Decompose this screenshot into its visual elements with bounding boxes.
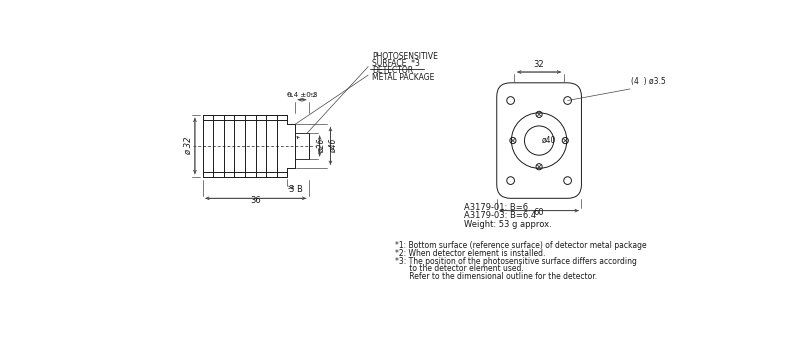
Text: 36: 36 bbox=[250, 196, 261, 205]
Text: *3: The position of the photosensitive surface differs according: *3: The position of the photosensitive s… bbox=[394, 257, 636, 266]
FancyBboxPatch shape bbox=[496, 83, 581, 198]
Text: 3: 3 bbox=[288, 185, 293, 194]
Text: Refer to the dimensional outline for the detector.: Refer to the dimensional outline for the… bbox=[394, 272, 597, 281]
Text: A3179-03: B=6.4: A3179-03: B=6.4 bbox=[464, 211, 536, 220]
Text: ø46: ø46 bbox=[328, 139, 337, 153]
Text: 60: 60 bbox=[533, 208, 544, 217]
Text: PHOTOSENSITIVE: PHOTOSENSITIVE bbox=[372, 52, 438, 61]
Text: to the detector element used.: to the detector element used. bbox=[394, 265, 524, 273]
Text: 0.4 ±0.3: 0.4 ±0.3 bbox=[287, 92, 317, 98]
Text: ø 32: ø 32 bbox=[184, 137, 193, 155]
Text: A3179-01: B=6: A3179-01: B=6 bbox=[464, 203, 528, 212]
Text: B: B bbox=[296, 185, 302, 194]
Text: ø26: ø26 bbox=[316, 139, 325, 153]
Text: (4  ) ø3.5: (4 ) ø3.5 bbox=[630, 77, 666, 86]
Text: *2: When detector element is installed.: *2: When detector element is installed. bbox=[394, 249, 544, 258]
Text: ø40: ø40 bbox=[540, 136, 555, 145]
Text: *1: Bottom surface (reference surface) of detector metal package: *1: Bottom surface (reference surface) o… bbox=[394, 241, 646, 250]
Text: Weight: 53 g approx.: Weight: 53 g approx. bbox=[464, 220, 552, 229]
Text: *2: *2 bbox=[309, 93, 316, 98]
Text: METAL PACKAGE: METAL PACKAGE bbox=[372, 73, 434, 82]
Text: *1: *1 bbox=[286, 93, 293, 98]
Text: DETECTOR: DETECTOR bbox=[372, 66, 413, 75]
Text: 32: 32 bbox=[533, 61, 544, 69]
Text: SURFACE  *3: SURFACE *3 bbox=[372, 59, 419, 68]
